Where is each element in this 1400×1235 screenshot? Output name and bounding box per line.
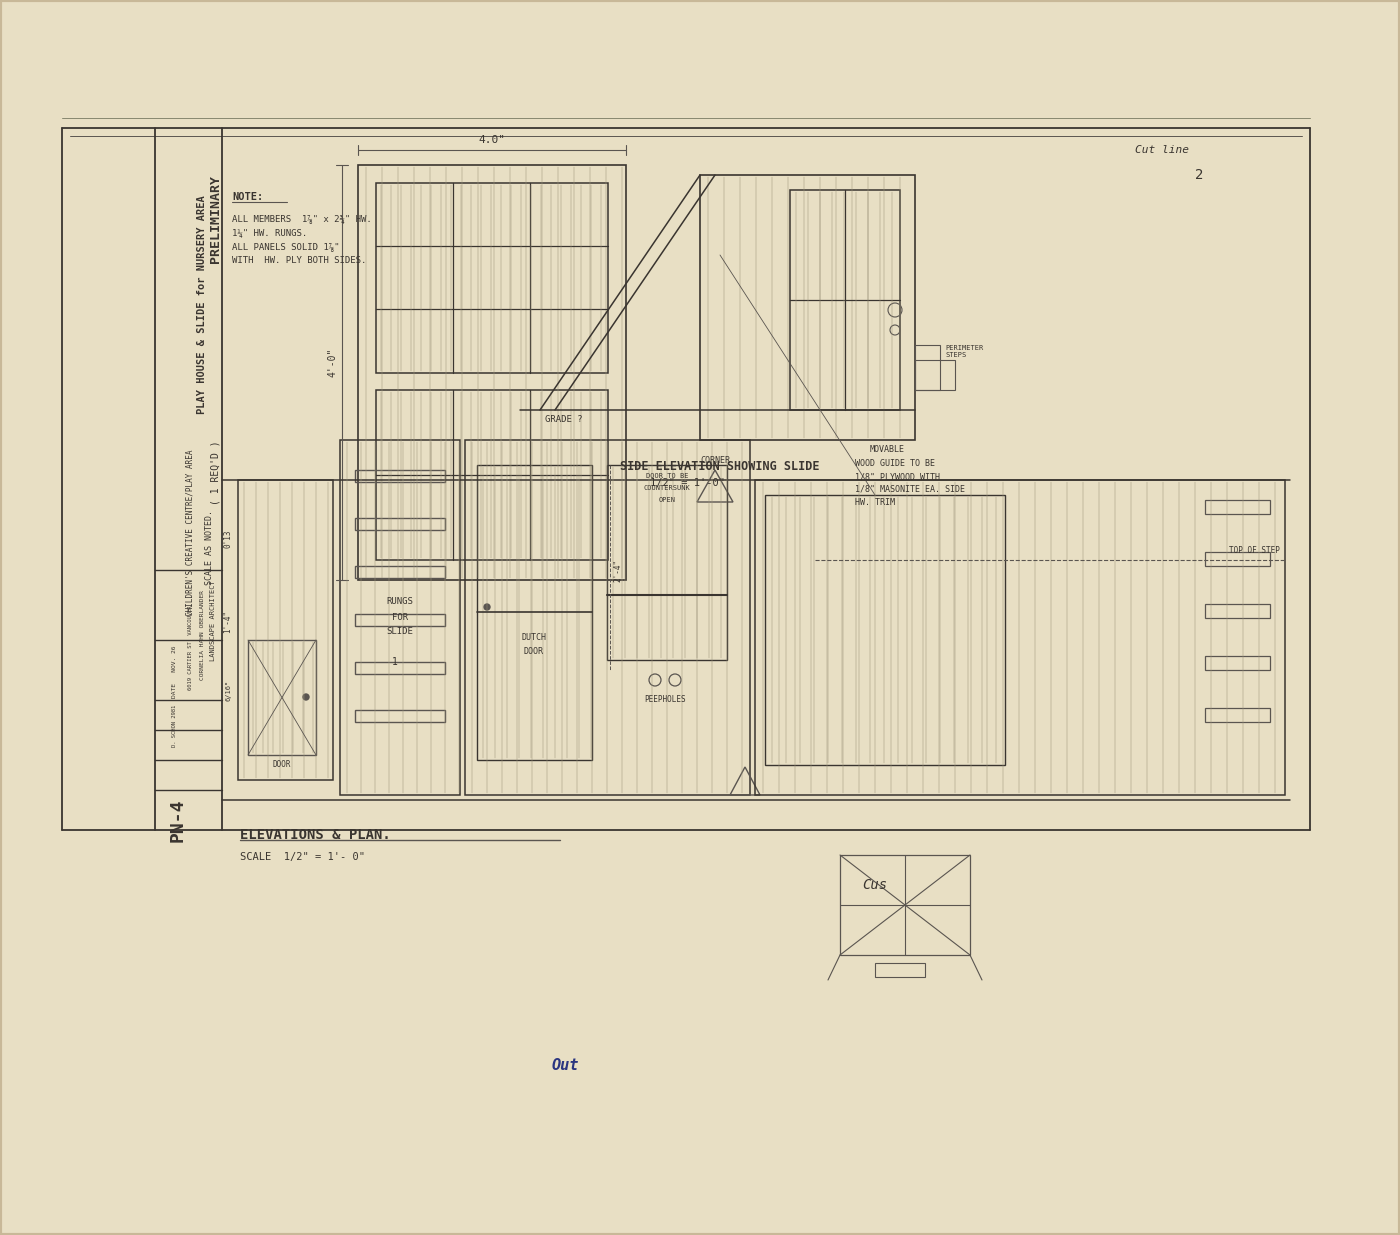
- Text: SCALE AS NOTED.: SCALE AS NOTED.: [206, 510, 214, 585]
- Text: COUNTERSUNK: COUNTERSUNK: [644, 485, 690, 492]
- Text: ALL PANELS SOLID 1⅞": ALL PANELS SOLID 1⅞": [232, 242, 339, 251]
- Bar: [1205, 656, 1270, 671]
- Bar: [700, 175, 916, 440]
- Bar: [840, 855, 970, 955]
- Text: 4'-0": 4'-0": [328, 347, 337, 377]
- Text: NOTE:: NOTE:: [232, 191, 263, 203]
- Bar: [1205, 552, 1270, 566]
- Text: ALL MEMBERS  1⅞" x 2¾" HW.: ALL MEMBERS 1⅞" x 2¾" HW.: [232, 214, 372, 224]
- Bar: [356, 614, 445, 626]
- Bar: [358, 165, 626, 580]
- Text: Cut line: Cut line: [1135, 144, 1189, 156]
- Bar: [377, 183, 608, 373]
- Text: 1: 1: [392, 657, 398, 667]
- Text: HW. TRIM: HW. TRIM: [855, 498, 895, 508]
- Bar: [764, 495, 1005, 764]
- Text: CHILDREN'S CREATIVE CENTRE/PLAY AREA: CHILDREN'S CREATIVE CENTRE/PLAY AREA: [185, 450, 195, 616]
- Text: DOOR: DOOR: [524, 647, 545, 657]
- Text: OPEN: OPEN: [658, 496, 675, 503]
- Text: 6/16": 6/16": [225, 680, 231, 701]
- Bar: [1205, 708, 1270, 722]
- Bar: [377, 390, 608, 559]
- Text: 1¼" HW. RUNGS.: 1¼" HW. RUNGS.: [232, 228, 307, 237]
- Bar: [238, 480, 333, 781]
- Bar: [465, 440, 750, 795]
- Text: D. SCHON 2981: D. SCHON 2981: [172, 705, 178, 747]
- Text: WOOD GUIDE TO BE: WOOD GUIDE TO BE: [855, 459, 935, 468]
- Bar: [608, 466, 727, 659]
- Text: PRELIMINARY: PRELIMINARY: [209, 175, 221, 263]
- Bar: [248, 640, 316, 755]
- Text: MOVABLE: MOVABLE: [869, 445, 904, 454]
- Text: 1/8" PLYWOOD WITH: 1/8" PLYWOOD WITH: [855, 472, 939, 480]
- Text: 4.0": 4.0": [479, 135, 505, 144]
- Text: 6019 CARTIER ST. VANCOUVER: 6019 CARTIER ST. VANCOUVER: [188, 605, 193, 689]
- Bar: [1205, 500, 1270, 514]
- Circle shape: [484, 604, 490, 610]
- Bar: [356, 471, 445, 482]
- Text: LANDSCAPE ARCHITECT: LANDSCAPE ARCHITECT: [210, 580, 216, 661]
- Bar: [477, 466, 592, 760]
- Text: DATE   NOV. 26: DATE NOV. 26: [172, 645, 178, 698]
- Text: 1/8" MASONITE EA. SIDE: 1/8" MASONITE EA. SIDE: [855, 485, 965, 494]
- Text: SIDE ELEVATION SHOWING SLIDE: SIDE ELEVATION SHOWING SLIDE: [620, 459, 819, 473]
- Text: TOP OF STEP: TOP OF STEP: [1229, 546, 1280, 555]
- Text: SLIDE: SLIDE: [386, 627, 413, 636]
- Text: FOR: FOR: [392, 613, 407, 621]
- Text: 2'-4": 2'-4": [613, 558, 622, 582]
- Text: 2: 2: [1196, 168, 1204, 182]
- Bar: [356, 710, 445, 722]
- Text: SCALE  1/2" = 1'- 0": SCALE 1/2" = 1'- 0": [239, 852, 365, 862]
- Text: CORNELIA HAHN OBERLANDER: CORNELIA HAHN OBERLANDER: [199, 590, 204, 680]
- Text: 1'-4": 1'-4": [224, 610, 232, 634]
- Bar: [1205, 604, 1270, 618]
- Text: Cus: Cus: [862, 878, 888, 892]
- Text: 0'13: 0'13: [224, 530, 232, 548]
- Text: RUNGS: RUNGS: [386, 598, 413, 606]
- Text: CORNER: CORNER: [700, 456, 729, 466]
- Text: ELEVATIONS & PLAN.: ELEVATIONS & PLAN.: [239, 827, 391, 842]
- Text: PERIMETER
STEPS: PERIMETER STEPS: [945, 345, 983, 358]
- Bar: [356, 662, 445, 674]
- Bar: [356, 566, 445, 578]
- Text: PN-4: PN-4: [169, 798, 188, 841]
- Text: GRADE ?: GRADE ?: [545, 415, 582, 424]
- Circle shape: [302, 694, 309, 700]
- Text: ( 1 REQ'D ): ( 1 REQ'D ): [210, 440, 220, 505]
- Text: PLAY HOUSE & SLIDE for NURSERY AREA: PLAY HOUSE & SLIDE for NURSERY AREA: [197, 195, 207, 414]
- Bar: [755, 480, 1285, 795]
- Bar: [916, 345, 939, 390]
- Text: 1/2" = 1'-0": 1/2" = 1'-0": [650, 478, 725, 488]
- Bar: [356, 517, 445, 530]
- Text: PEEPHOLES: PEEPHOLES: [644, 695, 686, 704]
- Bar: [790, 190, 900, 410]
- Text: DUTCH: DUTCH: [521, 632, 546, 641]
- Bar: [916, 359, 955, 390]
- Bar: [875, 963, 925, 977]
- Text: DOOR TO BE: DOOR TO BE: [645, 473, 689, 479]
- Text: DOOR: DOOR: [273, 760, 291, 769]
- Bar: [340, 440, 461, 795]
- Text: WITH  HW. PLY BOTH SIDES.: WITH HW. PLY BOTH SIDES.: [232, 256, 367, 266]
- Text: Out: Out: [552, 1057, 578, 1072]
